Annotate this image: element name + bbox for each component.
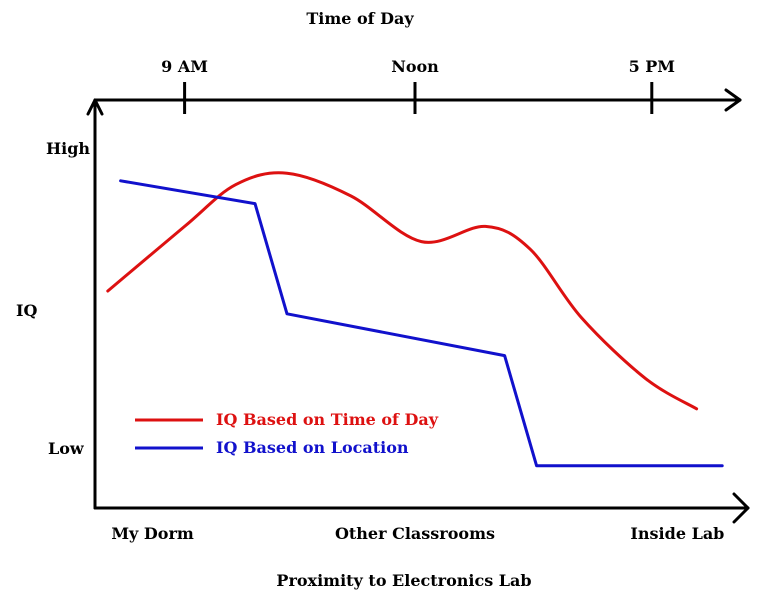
y-axis-title: IQ <box>16 301 37 320</box>
top-tick-label-2: 5 PM <box>629 57 675 76</box>
axes <box>86 88 750 524</box>
category-label-2: Inside Lab <box>630 524 724 543</box>
series-line-0 <box>106 171 699 411</box>
bottom-axis-title: Proximity to Electronics Lab <box>276 571 531 590</box>
legend: IQ Based on Time of Day IQ Based on Locat… <box>135 410 439 457</box>
top-tick-label-0: 9 AM <box>161 57 208 76</box>
series-layer <box>106 171 724 468</box>
y-high-label: High <box>46 139 90 158</box>
y-low-label: Low <box>48 439 85 458</box>
category-label-0: My Dorm <box>111 524 194 543</box>
top-tick-label-1: Noon <box>391 57 439 76</box>
bottom-axis-categories: My Dorm Other Classrooms Inside Lab <box>111 524 724 543</box>
top-axis-title: Time of Day <box>306 9 414 28</box>
legend-label-1: IQ Based on Location <box>216 438 409 457</box>
series-line-1 <box>119 179 724 468</box>
bottom-axis-arrow <box>732 492 750 524</box>
category-label-1: Other Classrooms <box>335 524 495 543</box>
y-axis-arrow <box>86 98 104 116</box>
legend-label-0: IQ Based on Time of Day <box>216 410 439 429</box>
top-axis-ticks: 9 AM Noon 5 PM <box>161 57 675 114</box>
top-axis-arrow <box>724 88 742 112</box>
